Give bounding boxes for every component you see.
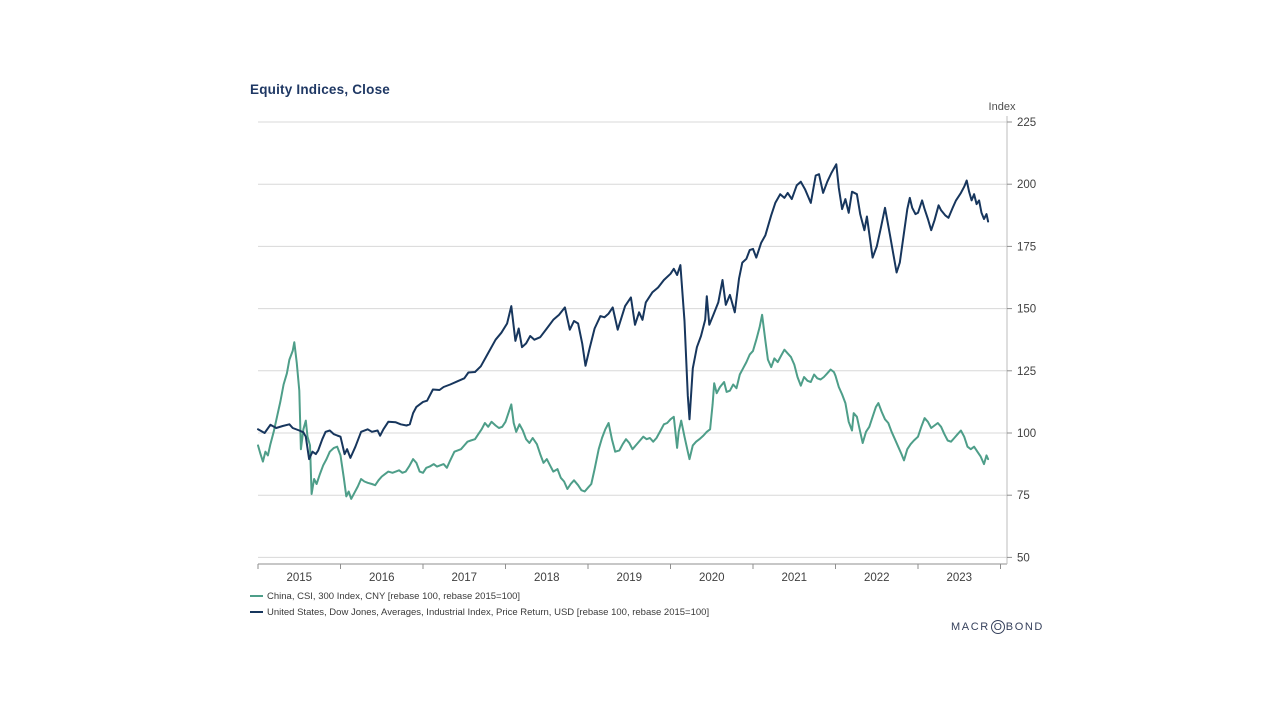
csi300-legend-label: China, CSI, 300 Index, CNY [rebase 100, … [267, 590, 521, 602]
chart-title: Equity Indices, Close [250, 82, 390, 97]
axis-tick-labels: 225 200 175 150 125 100 75 50 2015 2016 2017 2018 20… [287, 117, 1037, 584]
y-tick-label-50: 50 [1017, 552, 1030, 564]
y-tick-label-225: 225 [1017, 117, 1036, 129]
djia-legend-label: United States, Dow Jones, Averages, Indu… [267, 606, 710, 618]
y-tick-label-150: 150 [1017, 304, 1036, 316]
logo-ring-o-icon: O [990, 620, 1005, 634]
y-tick-label-75: 75 [1017, 490, 1030, 502]
csi300-legend-dash [250, 595, 263, 597]
legend: China, CSI, 300 Index, CNY [rebase 100, … [250, 588, 709, 620]
djia-series-line [257, 163, 990, 461]
x-year-label-2019: 2019 [617, 572, 643, 584]
y-tick-label-100: 100 [1017, 428, 1036, 440]
djia-legend-dash [250, 611, 263, 613]
x-year-label-2016: 2016 [369, 572, 395, 584]
y-axis-title: Index [989, 101, 1016, 113]
y-tick-label-125: 125 [1017, 366, 1036, 378]
y-tick-label-200: 200 [1017, 179, 1036, 191]
y-tick-label-175: 175 [1017, 241, 1036, 253]
x-year-label-2022: 2022 [864, 572, 890, 584]
gridlines [258, 121, 1007, 558]
x-year-label-2018: 2018 [534, 572, 560, 584]
x-year-label-2015: 2015 [287, 572, 313, 584]
legend-item-csi300: China, CSI, 300 Index, CNY [rebase 100, … [250, 588, 709, 604]
macrobond-logo: MACR O BOND [951, 620, 1044, 634]
legend-item-djia: United States, Dow Jones, Averages, Indu… [250, 604, 709, 620]
x-year-label-2020: 2020 [699, 572, 725, 584]
x-year-label-2023: 2023 [947, 572, 973, 584]
logo-text-post: BOND [1005, 621, 1044, 633]
series-lines [257, 163, 990, 500]
logo-text-pre: MACR [951, 621, 990, 633]
x-year-label-2021: 2021 [782, 572, 808, 584]
axes [257, 116, 1012, 569]
x-year-label-2017: 2017 [452, 572, 478, 584]
csi300-series-line [257, 313, 990, 500]
